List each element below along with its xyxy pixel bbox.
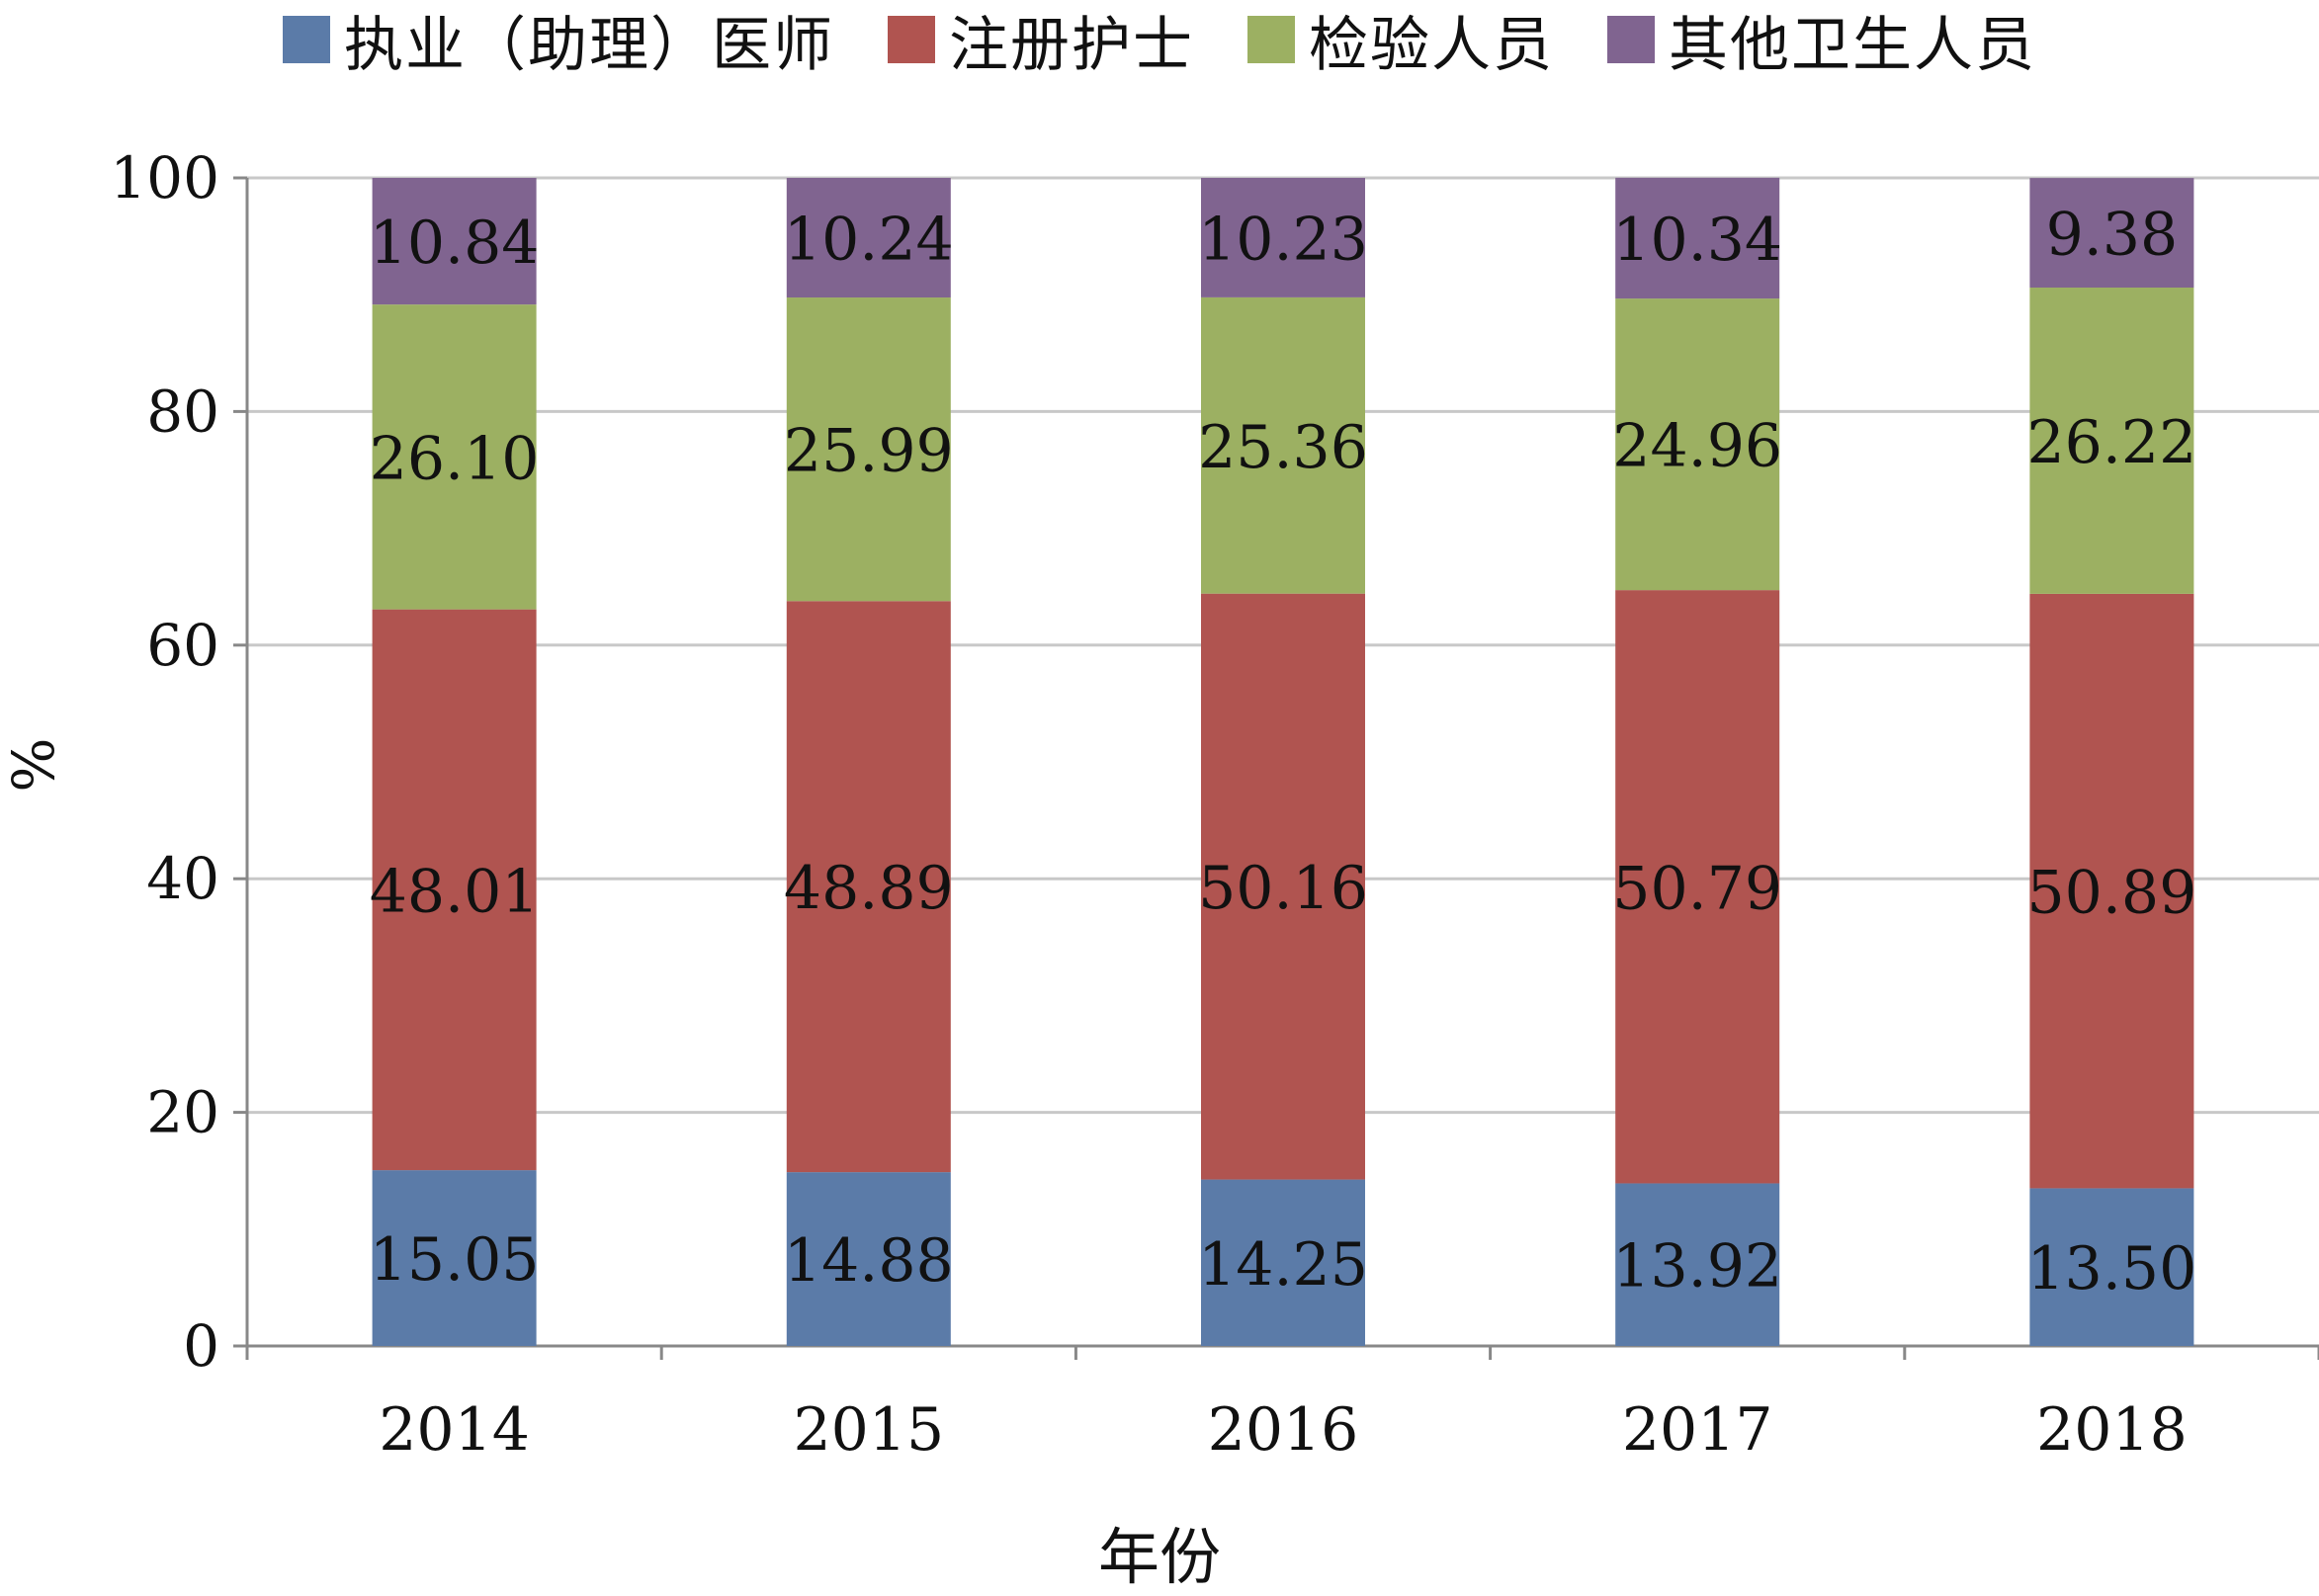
chart-legend: 执业（助理）医师 注册护士 检验人员 其他卫生人员 — [0, 0, 2319, 80]
legend-item-doctors: 执业（助理）医师 — [283, 0, 834, 83]
bar-segment — [372, 178, 537, 305]
bar-segment — [2029, 1188, 2194, 1346]
x-tick-label: 2018 — [2036, 1395, 2188, 1465]
bar-segment — [1201, 296, 1365, 594]
bar-value-label: 25.99 — [784, 417, 954, 486]
x-axis-title: 年份 — [1097, 1521, 1221, 1593]
legend-swatch-lab-staff — [1247, 16, 1295, 63]
legend-swatch-nurses — [888, 16, 935, 63]
y-tick-label: 40 — [146, 845, 219, 912]
x-tick-label: 2014 — [379, 1395, 530, 1465]
y-tick-label: 60 — [146, 612, 219, 679]
bar-segment — [1201, 593, 1365, 1180]
bar-segment — [372, 609, 537, 1171]
bar-value-label: 9.38 — [2046, 201, 2179, 270]
bar-segment — [1615, 1183, 1780, 1346]
bar-value-label: 50.16 — [1198, 854, 1368, 923]
legend-label-doctors: 执业（助理）医师 — [344, 10, 834, 80]
bar-value-label: 24.96 — [1612, 412, 1782, 481]
y-tick-label: 80 — [146, 378, 219, 445]
legend-item-nurses: 注册护士 — [888, 0, 1194, 83]
legend-item-lab-staff: 检验人员 — [1247, 0, 1554, 83]
bar-segment — [2029, 593, 2194, 1189]
x-tick-label: 2017 — [1622, 1395, 1773, 1465]
bar-value-label: 26.10 — [370, 424, 540, 493]
bar-segment — [1201, 1179, 1365, 1346]
bar-value-label: 15.05 — [370, 1225, 540, 1295]
legend-label-other-staff: 其他卫生人员 — [1669, 10, 2036, 80]
bar-value-label: 50.89 — [2027, 859, 2197, 928]
bar-segment — [786, 178, 951, 298]
bar-segment — [372, 304, 537, 610]
y-tick-label: 20 — [146, 1079, 219, 1146]
legend-label-nurses: 注册护士 — [949, 10, 1194, 80]
bar-segment — [1615, 590, 1780, 1184]
bar-value-label: 14.25 — [1198, 1230, 1368, 1300]
bar-value-label: 48.89 — [784, 854, 954, 923]
bar-segment — [786, 601, 951, 1173]
bar-value-label: 13.92 — [1612, 1232, 1782, 1302]
bar-segment — [2029, 178, 2194, 288]
bar-segment — [372, 1170, 537, 1346]
bar-value-label: 50.79 — [1612, 854, 1782, 923]
bar-segment — [1201, 178, 1365, 297]
bar-segment — [786, 297, 951, 602]
y-axis-title: % — [0, 737, 65, 793]
bar-value-label: 10.84 — [370, 209, 540, 278]
bar-value-label: 10.34 — [1612, 206, 1782, 275]
bar-value-label: 14.88 — [784, 1226, 954, 1296]
x-tick-label: 2016 — [1208, 1395, 1359, 1465]
legend-swatch-doctors — [283, 16, 330, 63]
bar-value-label: 10.23 — [1198, 205, 1368, 274]
y-tick-label: 0 — [183, 1312, 219, 1380]
bar-segment — [2029, 287, 2194, 594]
bar-value-label: 26.22 — [2027, 408, 2197, 477]
bar-value-label: 10.24 — [784, 206, 954, 275]
bar-value-label: 25.36 — [1198, 413, 1368, 482]
bar-value-label: 48.01 — [370, 857, 540, 926]
legend-label-lab-staff: 检验人员 — [1309, 10, 1554, 80]
bar-segment — [786, 1172, 951, 1346]
legend-swatch-other-staff — [1607, 16, 1655, 63]
legend-item-other-staff: 其他卫生人员 — [1607, 0, 2036, 83]
y-tick-label: 100 — [110, 144, 219, 211]
x-tick-label: 2015 — [793, 1395, 944, 1465]
bar-segment — [1615, 177, 1780, 299]
bar-segment — [1615, 298, 1780, 591]
bar-value-label: 13.50 — [2027, 1234, 2197, 1303]
